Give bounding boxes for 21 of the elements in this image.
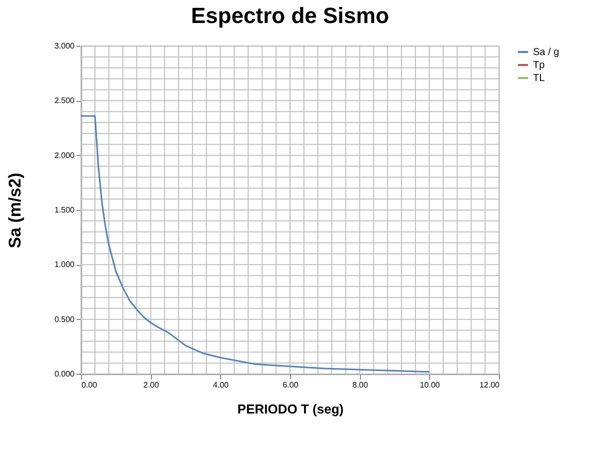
x-axis-title: PERIODO T (seg) — [237, 402, 344, 416]
x-tick-label: 10.00 — [420, 380, 440, 390]
line-series — [80, 115, 430, 373]
x-tick-label: 12.00 — [479, 380, 500, 390]
y-tick-label: 0.500 — [54, 314, 76, 324]
x-tick-label: 6.00 — [282, 380, 299, 390]
x-tick-label: 0.00 — [82, 380, 98, 390]
chart-title: Espectro de Sismo — [190, 3, 390, 28]
y-tick-label: 1.500 — [54, 206, 76, 214]
legend-label: TL — [533, 73, 546, 84]
y-tick-label: 1.000 — [54, 260, 76, 270]
y-tick-label: 2.500 — [54, 96, 76, 106]
x-tick-label: 2.00 — [143, 380, 160, 390]
y-tick-label: 0.000 — [54, 370, 76, 378]
legend-label: Tp — [533, 60, 546, 71]
y-axis-title: Sa (m/s2) — [5, 172, 24, 248]
legend-label: Sa / g — [533, 47, 560, 58]
y-tick-label: 2.000 — [54, 150, 76, 160]
y-tick-label: 3.000 — [54, 42, 76, 50]
x-tick-label: 4.00 — [213, 380, 230, 390]
x-tick-label: 8.00 — [352, 380, 368, 390]
